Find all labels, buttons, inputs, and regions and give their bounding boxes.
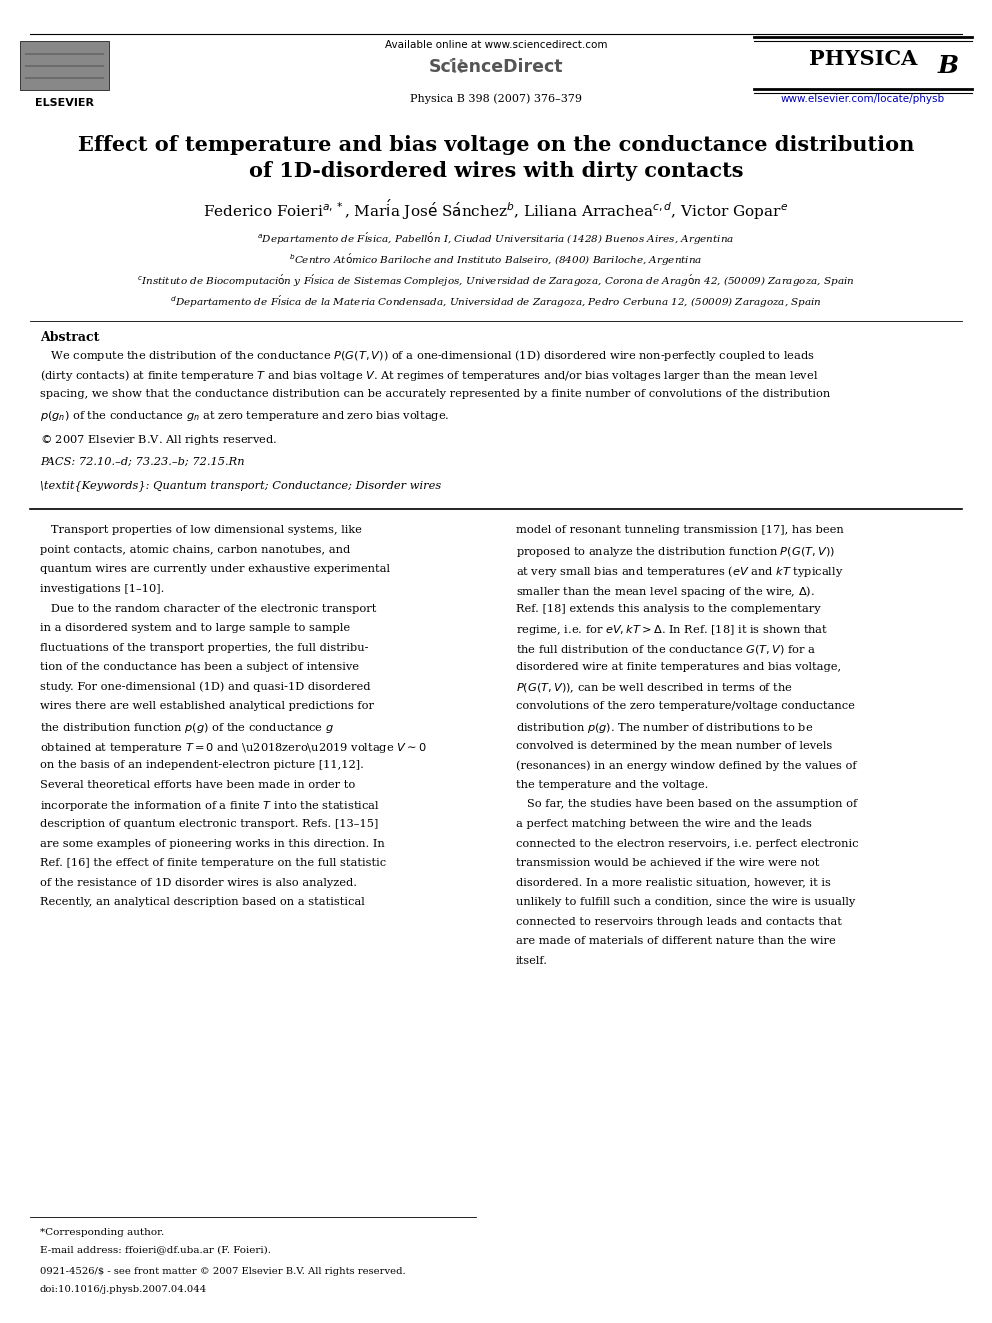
Text: (resonances) in an energy window defined by the values of: (resonances) in an energy window defined… bbox=[516, 761, 856, 771]
Text: fluctuations of the transport properties, the full distribu-: fluctuations of the transport properties… bbox=[40, 643, 368, 652]
Text: Ref. [16] the effect of finite temperature on the full statistic: Ref. [16] the effect of finite temperatu… bbox=[40, 859, 386, 868]
Text: convolutions of the zero temperature/voltage conductance: convolutions of the zero temperature/vol… bbox=[516, 701, 855, 712]
Text: Recently, an analytical description based on a statistical: Recently, an analytical description base… bbox=[40, 897, 364, 908]
Text: B: B bbox=[937, 54, 958, 78]
Text: disordered. In a more realistic situation, however, it is: disordered. In a more realistic situatio… bbox=[516, 877, 830, 888]
Text: convolved is determined by the mean number of levels: convolved is determined by the mean numb… bbox=[516, 741, 832, 750]
Text: distribution $p(g)$. The number of distributions to be: distribution $p(g)$. The number of distr… bbox=[516, 721, 813, 736]
Text: disordered wire at finite temperatures and bias voltage,: disordered wire at finite temperatures a… bbox=[516, 663, 841, 672]
Text: of 1D-disordered wires with dirty contacts: of 1D-disordered wires with dirty contac… bbox=[249, 161, 743, 181]
Text: Federico Foieri$^{a,*}$, Mar$\'{\rm i}$a Jos$\'{\rm e}$ S$\'{\rm a}$nchez$^{b}$,: Federico Foieri$^{a,*}$, Mar$\'{\rm i}$a… bbox=[203, 197, 789, 222]
Text: the full distribution of the conductance $G(T, V)$ for a: the full distribution of the conductance… bbox=[516, 643, 815, 656]
Text: connected to the electron reservoirs, i.e. perfect electronic: connected to the electron reservoirs, i.… bbox=[516, 839, 858, 848]
Text: quantum wires are currently under exhaustive experimental: quantum wires are currently under exhaus… bbox=[40, 565, 390, 574]
Text: study. For one-dimensional (1D) and quasi-1D disordered: study. For one-dimensional (1D) and quas… bbox=[40, 681, 370, 692]
Text: $P(G(T, V))$, can be well described in terms of the: $P(G(T, V))$, can be well described in t… bbox=[516, 681, 793, 696]
Text: incorporate the information of a finite $T$ into the statistical: incorporate the information of a finite … bbox=[40, 799, 379, 814]
Text: PHYSICA: PHYSICA bbox=[808, 49, 918, 69]
Text: $p(g_n)$ of the conductance $g_n$ at zero temperature and zero bias voltage.: $p(g_n)$ of the conductance $g_n$ at zer… bbox=[40, 409, 449, 423]
Text: are made of materials of different nature than the wire: are made of materials of different natur… bbox=[516, 937, 835, 946]
Text: Physica B 398 (2007) 376–379: Physica B 398 (2007) 376–379 bbox=[410, 94, 582, 105]
Text: E-mail address: ffoieri@df.uba.ar (F. Foieri).: E-mail address: ffoieri@df.uba.ar (F. Fo… bbox=[40, 1245, 271, 1254]
Text: the temperature and the voltage.: the temperature and the voltage. bbox=[516, 779, 708, 790]
Text: spacing, we show that the conductance distribution can be accurately represented: spacing, we show that the conductance di… bbox=[40, 389, 830, 400]
Text: point contacts, atomic chains, carbon nanotubes, and: point contacts, atomic chains, carbon na… bbox=[40, 545, 350, 554]
Text: regime, i.e. for $eV,kT>\Delta$. In Ref. [18] it is shown that: regime, i.e. for $eV,kT>\Delta$. In Ref.… bbox=[516, 623, 828, 638]
Text: are some examples of pioneering works in this direction. In: are some examples of pioneering works in… bbox=[40, 839, 385, 848]
Text: (dirty contacts) at finite temperature $T$ and bias voltage $V$. At regimes of t: (dirty contacts) at finite temperature $… bbox=[40, 368, 818, 384]
Text: $^{b}$Centro At$\'{\rm o}$mico Bariloche and Instituto Balseiro, (8400) Bariloch: $^{b}$Centro At$\'{\rm o}$mico Bariloche… bbox=[290, 251, 702, 267]
Text: at very small bias and temperatures ($eV$ and $kT$ typically: at very small bias and temperatures ($eV… bbox=[516, 565, 843, 579]
Text: PACS: 72.10.–d; 73.23.–b; 72.15.Rn: PACS: 72.10.–d; 73.23.–b; 72.15.Rn bbox=[40, 456, 244, 467]
Text: on the basis of an independent-electron picture [11,12].: on the basis of an independent-electron … bbox=[40, 761, 363, 770]
Text: Effect of temperature and bias voltage on the conductance distribution: Effect of temperature and bias voltage o… bbox=[77, 135, 915, 155]
Text: We compute the distribution of the conductance $P(G(T, V))$ of a one-dimensional: We compute the distribution of the condu… bbox=[40, 348, 814, 363]
Text: Ref. [18] extends this analysis to the complementary: Ref. [18] extends this analysis to the c… bbox=[516, 603, 820, 614]
Text: $^{c}$Instituto de Biocomputaci$\'{\rm o}$n y F$\'{\i}$sica de Sistemas Complejo: $^{c}$Instituto de Biocomputaci$\'{\rm o… bbox=[137, 273, 855, 288]
Text: $\copyright$ 2007 Elsevier B.V. All rights reserved.: $\copyright$ 2007 Elsevier B.V. All righ… bbox=[40, 433, 277, 447]
Text: the distribution function $p(g)$ of the conductance $g$: the distribution function $p(g)$ of the … bbox=[40, 721, 333, 736]
Text: in a disordered system and to large sample to sample: in a disordered system and to large samp… bbox=[40, 623, 350, 634]
Text: a perfect matching between the wire and the leads: a perfect matching between the wire and … bbox=[516, 819, 811, 830]
Text: investigations [1–10].: investigations [1–10]. bbox=[40, 583, 164, 594]
Text: proposed to analyze the distribution function $P(G(T,V))$: proposed to analyze the distribution fun… bbox=[516, 545, 835, 558]
Text: wires there are well established analytical predictions for: wires there are well established analyti… bbox=[40, 701, 374, 712]
Text: $^{d}$Departamento de F$\'{\i}$sica de la Materia Condensada, Universidad de Zar: $^{d}$Departamento de F$\'{\i}$sica de l… bbox=[170, 294, 822, 310]
Bar bbox=[20, 41, 109, 90]
Text: Transport properties of low dimensional systems, like: Transport properties of low dimensional … bbox=[40, 525, 361, 536]
Text: 0921-4526/$ - see front matter © 2007 Elsevier B.V. All rights reserved.: 0921-4526/$ - see front matter © 2007 El… bbox=[40, 1267, 406, 1277]
Text: tion of the conductance has been a subject of intensive: tion of the conductance has been a subje… bbox=[40, 663, 359, 672]
Text: unlikely to fulfill such a condition, since the wire is usually: unlikely to fulfill such a condition, si… bbox=[516, 897, 855, 908]
Text: smaller than the mean level spacing of the wire, $\Delta$).: smaller than the mean level spacing of t… bbox=[516, 583, 814, 599]
Text: \textit{Keywords}: Quantum transport; Conductance; Disorder wires: \textit{Keywords}: Quantum transport; Co… bbox=[40, 480, 440, 491]
Text: $^{a}$Departamento de F$\'{\i}$sica, Pabell$\'{\rm o}$n I, Ciudad Universitaria : $^{a}$Departamento de F$\'{\i}$sica, Pab… bbox=[257, 230, 735, 246]
Text: obtained at temperature $T = 0$ and \u2018zero\u2019 voltage $V\sim0$: obtained at temperature $T = 0$ and \u20… bbox=[40, 741, 427, 754]
Text: transmission would be achieved if the wire were not: transmission would be achieved if the wi… bbox=[516, 859, 819, 868]
Text: So far, the studies have been based on the assumption of: So far, the studies have been based on t… bbox=[516, 799, 857, 810]
Text: of the resistance of 1D disorder wires is also analyzed.: of the resistance of 1D disorder wires i… bbox=[40, 877, 357, 888]
Text: Due to the random character of the electronic transport: Due to the random character of the elect… bbox=[40, 603, 376, 614]
Text: model of resonant tunneling transmission [17], has been: model of resonant tunneling transmission… bbox=[516, 525, 843, 536]
Text: Several theoretical efforts have been made in order to: Several theoretical efforts have been ma… bbox=[40, 779, 355, 790]
Text: connected to reservoirs through leads and contacts that: connected to reservoirs through leads an… bbox=[516, 917, 842, 927]
Text: www.elsevier.com/locate/physb: www.elsevier.com/locate/physb bbox=[781, 94, 945, 105]
Text: itself.: itself. bbox=[516, 957, 548, 966]
Text: ELSEVIER: ELSEVIER bbox=[35, 98, 94, 108]
Text: • •
 ••: • • •• bbox=[448, 56, 464, 77]
Text: description of quantum electronic transport. Refs. [13–15]: description of quantum electronic transp… bbox=[40, 819, 378, 830]
Text: ScienceDirect: ScienceDirect bbox=[429, 58, 563, 77]
Text: doi:10.1016/j.physb.2007.04.044: doi:10.1016/j.physb.2007.04.044 bbox=[40, 1285, 207, 1294]
Text: Abstract: Abstract bbox=[40, 331, 99, 344]
Text: Available online at www.sciencedirect.com: Available online at www.sciencedirect.co… bbox=[385, 40, 607, 50]
Text: *Corresponding author.: *Corresponding author. bbox=[40, 1228, 164, 1237]
